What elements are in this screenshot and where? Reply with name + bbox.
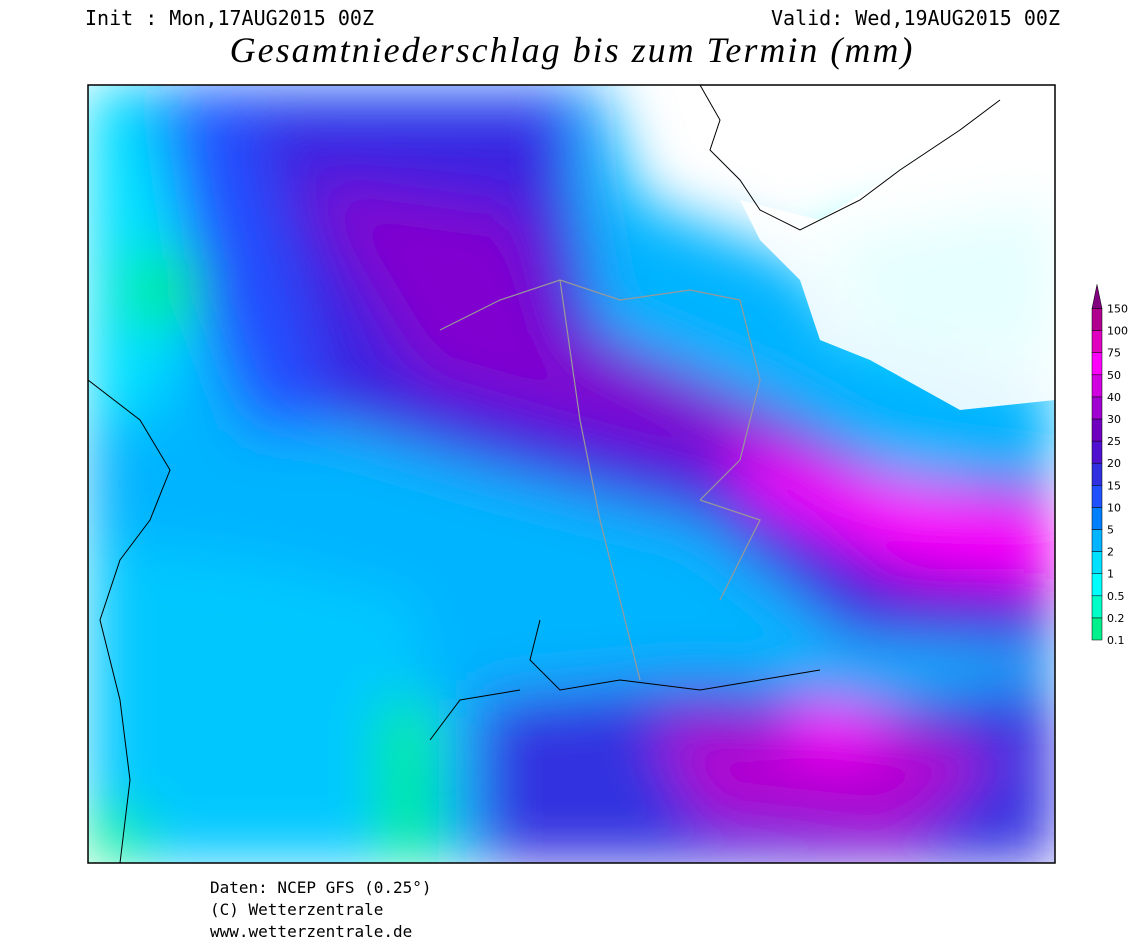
colorbar-segment bbox=[1091, 595, 1103, 619]
precip-map bbox=[88, 85, 1055, 863]
colorbar-label: 0.5 bbox=[1107, 590, 1125, 603]
colorbar-label: 1 bbox=[1107, 568, 1114, 581]
colorbar-label: 0.2 bbox=[1107, 612, 1125, 625]
colorbar-label: 25 bbox=[1107, 435, 1121, 448]
footer-line: Daten: NCEP GFS (0.25°) bbox=[210, 878, 432, 897]
colorbar-label: 2 bbox=[1107, 546, 1114, 559]
colorbar-segment bbox=[1091, 485, 1103, 508]
colorbar-label: 30 bbox=[1107, 413, 1121, 426]
footer-line: www.wetterzentrale.de bbox=[210, 922, 412, 941]
colorbar-label: 5 bbox=[1107, 524, 1114, 537]
colorbar-label: 75 bbox=[1107, 347, 1121, 360]
colorbar-label: 15 bbox=[1107, 479, 1121, 492]
colorbar-label: 150 bbox=[1107, 303, 1128, 316]
colorbar-segment bbox=[1091, 396, 1103, 420]
colorbar-segment bbox=[1091, 507, 1103, 530]
colorbar-segment bbox=[1091, 418, 1103, 442]
colorbar-segment bbox=[1091, 374, 1103, 398]
init-time: Init : Mon,17AUG2015 00Z bbox=[85, 6, 374, 30]
colorbar-label: 0.1 bbox=[1107, 634, 1125, 647]
colorbar-segment bbox=[1091, 308, 1103, 331]
map-title: Gesamtniederschlag bis zum Termin (mm) bbox=[230, 30, 915, 70]
colorbar-segment bbox=[1091, 551, 1103, 574]
colorbar-segment bbox=[1091, 462, 1103, 486]
map-frame bbox=[87, 84, 1056, 864]
footer-line: (C) Wetterzentrale bbox=[210, 900, 383, 919]
colorbar-label: 10 bbox=[1107, 501, 1121, 514]
colorbar-label: 100 bbox=[1107, 325, 1128, 338]
colorbar-segment bbox=[1091, 573, 1103, 597]
valid-time: Valid: Wed,19AUG2015 00Z bbox=[771, 6, 1060, 30]
colorbar-segment bbox=[1091, 440, 1103, 464]
colorbar-label: 20 bbox=[1107, 457, 1121, 470]
colorbar-segment bbox=[1091, 352, 1103, 376]
colorbar-label: 40 bbox=[1107, 391, 1121, 404]
colorbar-segment bbox=[1091, 529, 1103, 552]
colorbar-label: 50 bbox=[1107, 369, 1121, 382]
colorbar-segment bbox=[1091, 617, 1103, 641]
colorbar-arrow bbox=[1091, 284, 1103, 309]
colorbar-segment bbox=[1091, 330, 1103, 353]
